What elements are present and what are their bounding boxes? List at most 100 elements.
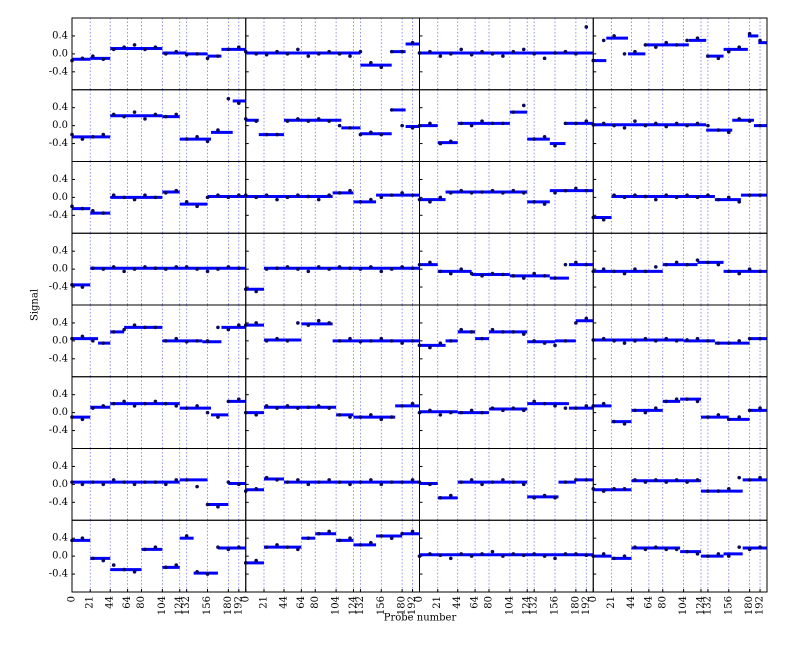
point <box>633 119 637 123</box>
point <box>716 489 721 493</box>
point <box>296 267 300 271</box>
point <box>469 52 474 57</box>
point <box>184 137 189 141</box>
point <box>633 49 637 54</box>
point <box>369 265 373 269</box>
point <box>327 321 331 325</box>
point <box>438 413 443 417</box>
x-tick-label: 80 <box>136 596 147 609</box>
point <box>205 269 210 274</box>
point <box>306 323 311 327</box>
y-tick-label: 0.0 <box>52 335 68 346</box>
point <box>254 289 258 294</box>
point <box>296 406 300 410</box>
point <box>584 25 589 29</box>
point <box>601 489 606 493</box>
point <box>542 56 547 61</box>
point <box>80 482 85 487</box>
point <box>337 123 342 128</box>
point <box>654 478 658 482</box>
point <box>143 480 147 484</box>
point <box>501 554 505 558</box>
point <box>601 38 606 43</box>
point <box>174 563 179 567</box>
point <box>275 336 279 341</box>
point <box>91 209 95 213</box>
point <box>428 121 432 126</box>
point <box>306 536 311 540</box>
point <box>306 269 311 274</box>
point <box>254 321 258 325</box>
point <box>695 478 700 482</box>
point <box>369 61 373 65</box>
point <box>91 556 95 561</box>
point <box>563 480 568 484</box>
point <box>448 410 453 415</box>
point <box>563 49 568 54</box>
y-tick-label: 0.0 <box>52 120 68 131</box>
point <box>254 52 258 56</box>
point <box>306 194 311 199</box>
point <box>758 336 762 341</box>
point <box>574 478 578 482</box>
point <box>389 415 394 419</box>
point <box>685 38 689 43</box>
y-tick-label: 0.0 <box>52 407 68 418</box>
point <box>469 271 474 276</box>
point <box>389 267 394 271</box>
point <box>643 123 648 128</box>
point <box>438 496 443 500</box>
point <box>674 260 679 265</box>
y-tick-label: 0.0 <box>52 264 68 275</box>
point <box>511 552 516 556</box>
point <box>184 478 189 482</box>
point <box>237 545 241 549</box>
point <box>111 265 116 269</box>
point <box>226 547 231 552</box>
point <box>428 49 432 54</box>
point <box>226 96 231 101</box>
x-tick-label: 192 <box>233 596 244 615</box>
point <box>501 54 505 58</box>
point <box>716 128 721 132</box>
point <box>143 265 147 269</box>
point <box>612 419 616 424</box>
point <box>111 401 116 406</box>
point <box>428 200 432 204</box>
point <box>358 132 363 137</box>
point <box>726 130 731 135</box>
point <box>574 321 578 325</box>
point <box>226 399 231 404</box>
point <box>521 553 526 558</box>
x-tick-label: 104 <box>678 596 689 615</box>
point <box>296 47 300 52</box>
point <box>111 112 116 117</box>
point <box>275 543 279 547</box>
point <box>633 193 637 197</box>
point <box>101 132 106 137</box>
point <box>501 272 505 277</box>
point <box>758 269 762 274</box>
point <box>369 540 373 545</box>
point <box>622 195 627 200</box>
x-tick-label: 64 <box>643 596 654 609</box>
point <box>153 45 158 49</box>
point <box>369 339 373 343</box>
point <box>553 191 557 195</box>
point <box>216 504 220 509</box>
point <box>612 487 616 491</box>
point <box>410 40 415 45</box>
point <box>226 480 231 484</box>
point <box>184 534 189 538</box>
x-tick-label: 44 <box>452 596 463 609</box>
point <box>747 193 752 197</box>
point <box>664 124 669 129</box>
point <box>563 262 568 267</box>
point <box>111 478 116 482</box>
point <box>91 266 95 271</box>
x-tick-label: 104 <box>331 596 342 615</box>
point <box>389 339 394 343</box>
point <box>132 570 137 574</box>
point <box>205 139 210 144</box>
point <box>664 399 669 404</box>
